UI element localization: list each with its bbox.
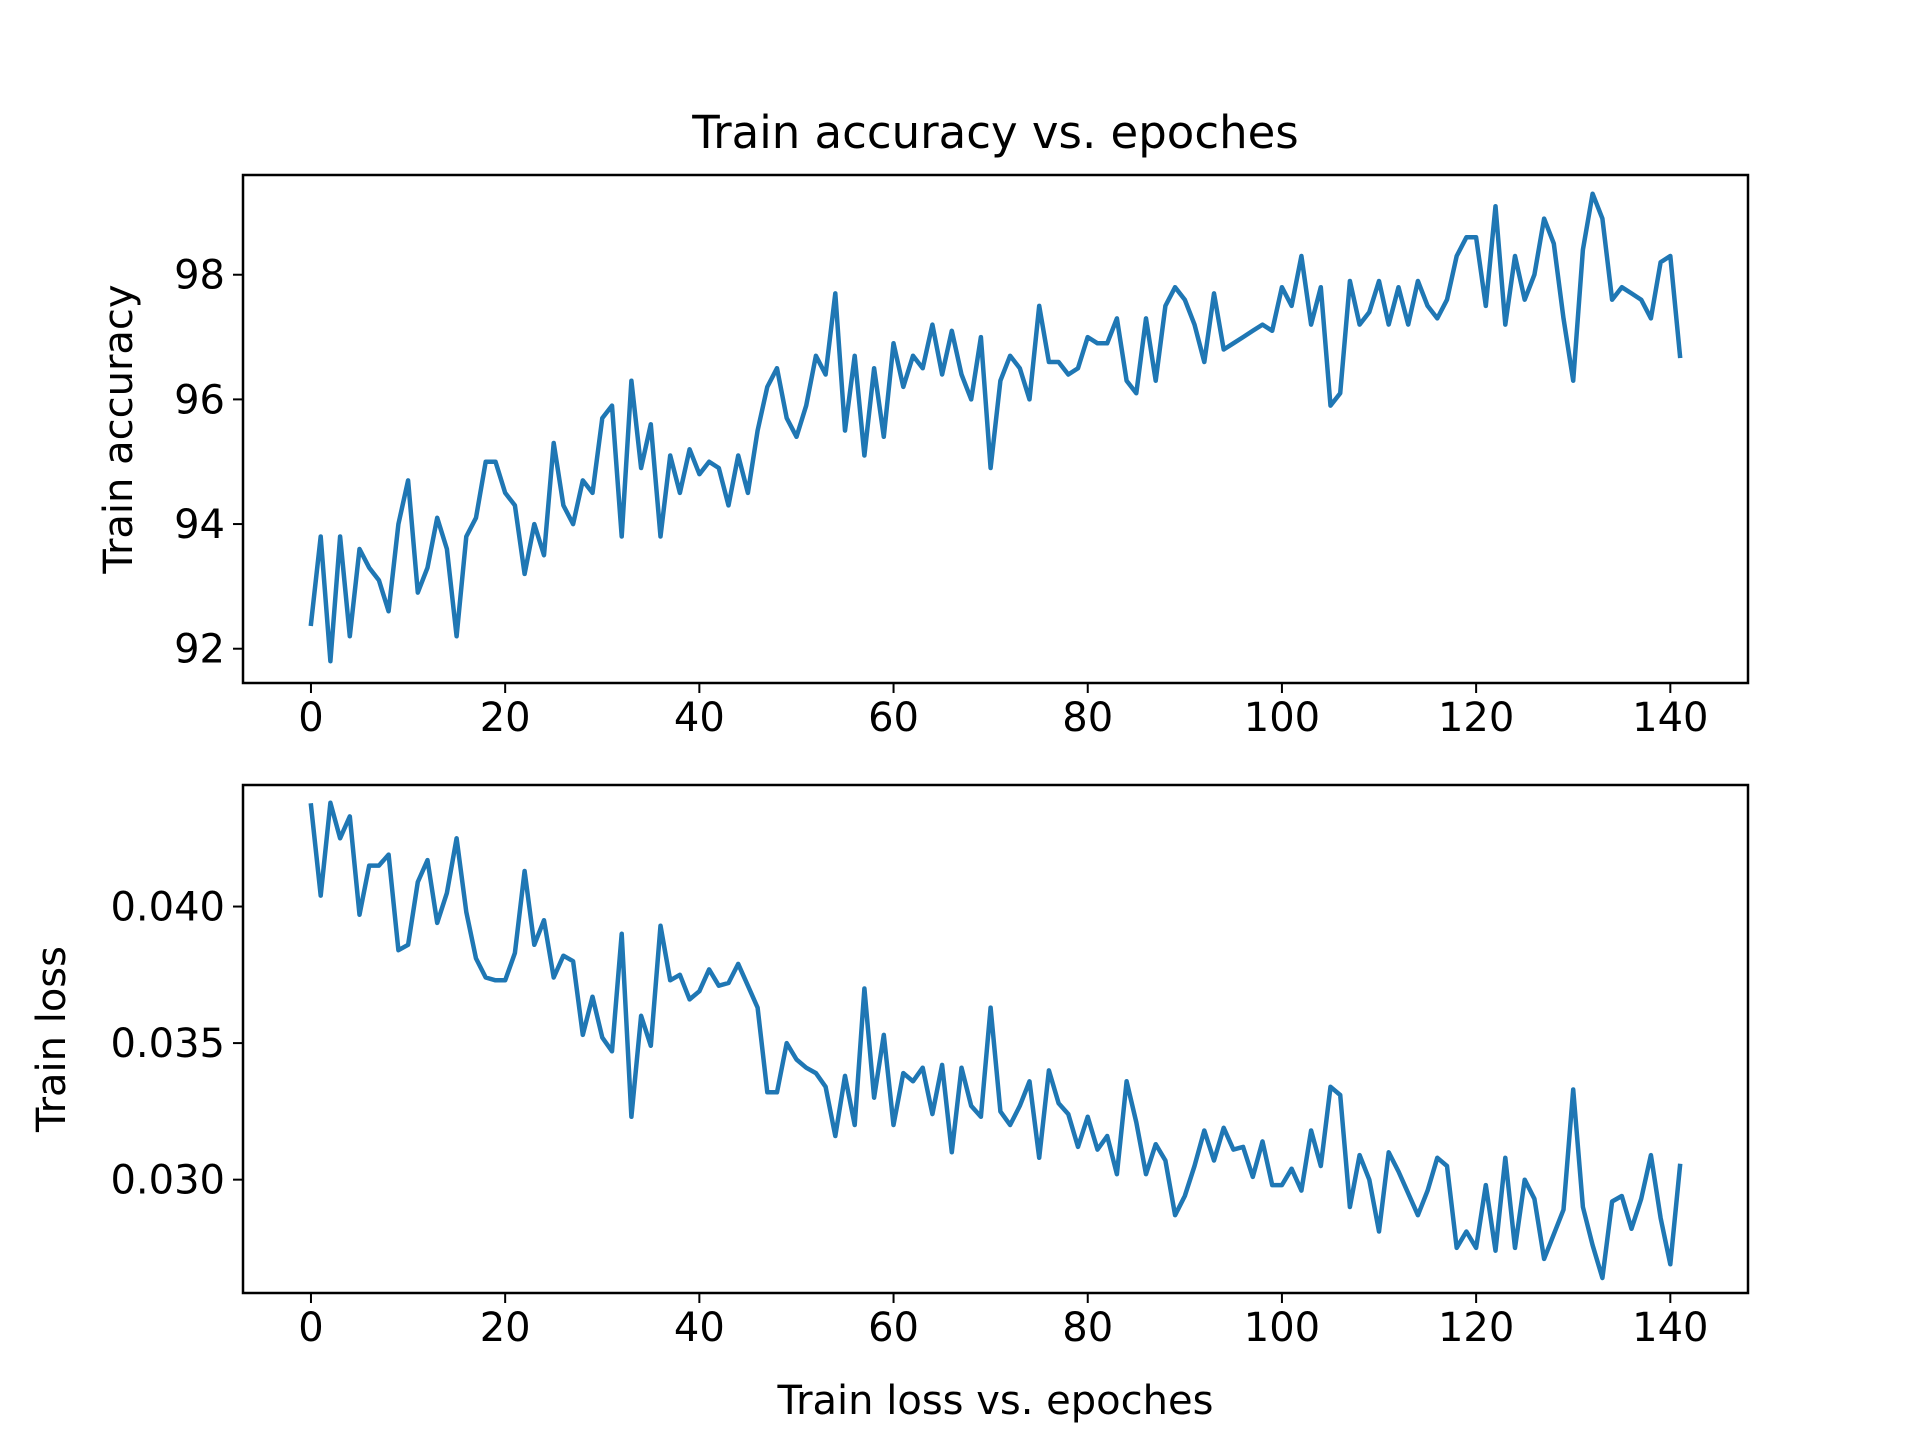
accuracy-x-tick-label: 100 [1244,695,1320,741]
loss-x-tick-label: 60 [868,1305,919,1351]
accuracy-x-tick-label: 0 [298,695,323,741]
accuracy-x-tick-label: 80 [1062,695,1113,741]
accuracy-series-line [308,191,1683,664]
loss-x-axis-label: Train loss vs. epoches [777,1378,1214,1424]
accuracy-x-tick-label: 60 [868,695,919,741]
accuracy-axes-frame [241,173,1750,685]
loss-y-axis-label: Train loss [29,946,75,1133]
loss-panel: 0 20 40 60 80 100 120 140 0.030 0.035 0.040 Train … [29,783,1750,1424]
accuracy-x-tick-label: 140 [1632,695,1708,741]
accuracy-x-tick-label: 20 [480,695,531,741]
accuracy-y-axis-label: Train accuracy [96,284,142,574]
loss-y-tick-label: 0.030 [110,1158,225,1204]
loss-x-tick-label: 100 [1244,1305,1320,1351]
accuracy-x-tick-label: 40 [674,695,725,741]
accuracy-y-tick-label: 92 [174,627,225,673]
accuracy-x-tick-label: 120 [1438,695,1514,741]
loss-x-tick-label: 140 [1632,1305,1708,1351]
accuracy-panel: Train accuracy vs. epoches 0 20 40 60 80 100 1… [96,106,1750,741]
loss-y-tick-label: 0.040 [110,885,225,931]
loss-x-tick-label: 80 [1062,1305,1113,1351]
loss-series-line [308,800,1683,1281]
accuracy-axis-ticks: 0 20 40 60 80 100 120 140 92 94 96 98 [174,253,1708,741]
loss-x-tick-label: 40 [674,1305,725,1351]
loss-x-tick-label: 20 [480,1305,531,1351]
loss-y-tick-label: 0.035 [110,1021,225,1067]
accuracy-y-tick-label: 96 [174,377,225,423]
loss-x-tick-label: 0 [298,1305,323,1351]
accuracy-chart-title: Train accuracy vs. epoches [691,106,1298,159]
loss-x-tick-label: 120 [1438,1305,1514,1351]
loss-axis-ticks: 0 20 40 60 80 100 120 140 0.030 0.035 0.040 [110,885,1708,1351]
loss-axes-frame [241,783,1750,1295]
accuracy-y-tick-label: 94 [174,502,225,548]
accuracy-y-tick-label: 98 [174,253,225,299]
